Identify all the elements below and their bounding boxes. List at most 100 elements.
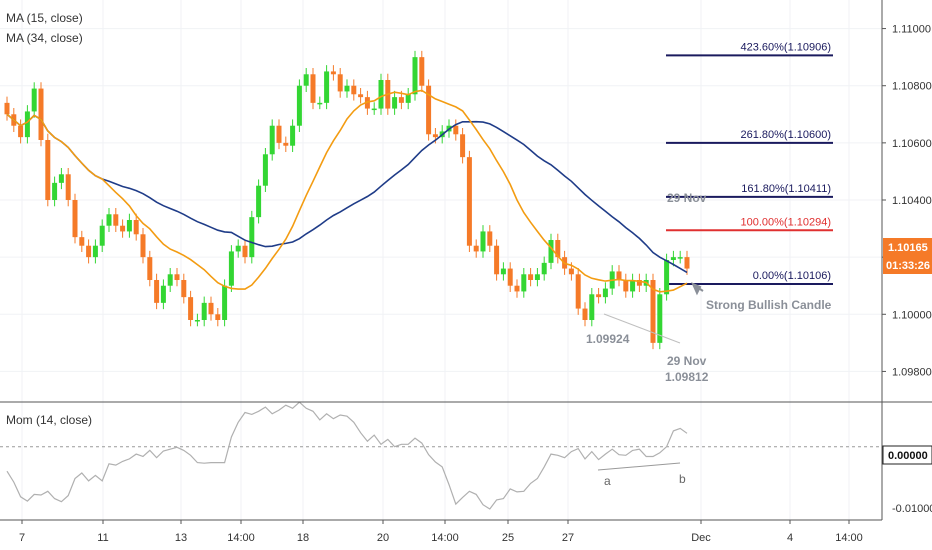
candle-body — [188, 297, 194, 320]
ma34-line — [6, 113, 688, 274]
fib-level-label: 0.00%(1.10106) — [753, 270, 831, 282]
timer-tag — [883, 256, 932, 274]
candle — [358, 88, 364, 104]
candle — [79, 230, 85, 252]
candle — [215, 308, 221, 327]
candle — [351, 79, 357, 101]
candle — [52, 176, 58, 207]
candle — [106, 208, 112, 232]
candle-body — [473, 245, 479, 252]
candle — [528, 268, 534, 287]
candle-body — [113, 214, 119, 226]
candle — [194, 313, 200, 327]
candle-body — [120, 225, 126, 232]
candle — [555, 233, 561, 264]
candle-body — [358, 94, 364, 98]
candle-body — [296, 85, 302, 126]
candle-body — [242, 245, 248, 258]
candle — [222, 279, 228, 327]
candle-body — [222, 285, 228, 320]
candle-body — [228, 251, 234, 286]
candle — [636, 273, 642, 292]
timer-tag-value: 01:33:26 — [886, 260, 930, 272]
candle — [534, 268, 540, 287]
candle-body — [405, 94, 411, 103]
candle-body — [249, 217, 255, 258]
y-tick-label: 1.10600 — [892, 138, 932, 150]
mom-tag — [882, 445, 932, 465]
candle-body — [378, 80, 384, 109]
moving-averages — [6, 89, 688, 293]
candle-body — [398, 97, 404, 103]
y-tick-label: 1.10000 — [892, 309, 932, 321]
candle — [500, 262, 506, 281]
candle-body — [575, 274, 581, 309]
annotation-low1-value: 1.09924 — [586, 332, 630, 346]
momentum-divergence-line — [597, 462, 681, 471]
candle — [575, 268, 581, 315]
candle-body — [45, 140, 51, 200]
legend-ma34[interactable]: MA (34, close) — [6, 31, 83, 45]
fib-level-label: 423.60%(1.10906) — [740, 41, 831, 53]
legend-mom[interactable]: Mom (14, close) — [6, 413, 92, 427]
candle-body — [582, 308, 588, 320]
annotation-low2-date: 29 Nov — [667, 354, 707, 368]
candle-body — [99, 225, 105, 246]
candle — [453, 119, 459, 141]
candle-body — [106, 214, 112, 226]
candle-body — [276, 125, 282, 143]
candle — [602, 282, 608, 304]
candle — [514, 279, 520, 298]
candle-body — [290, 125, 296, 146]
candle — [616, 265, 622, 287]
legend-ma15[interactable]: MA (15, close) — [6, 11, 83, 25]
candle — [330, 65, 336, 81]
candle — [596, 288, 602, 304]
candle — [249, 210, 255, 264]
candle — [296, 79, 302, 132]
candle-body — [147, 257, 153, 280]
candle — [582, 302, 588, 327]
candle-body — [351, 85, 357, 95]
price-tag-value: 1.10165 — [888, 242, 928, 254]
candle-body — [602, 288, 608, 298]
candle-body — [126, 220, 132, 232]
candle — [487, 225, 493, 252]
annotation-mom-b: b — [679, 472, 686, 486]
candle-body — [460, 134, 466, 158]
x-tick-label: 14:00 — [431, 532, 459, 544]
candle — [86, 239, 92, 264]
candle-body — [589, 294, 595, 320]
candle-body — [283, 142, 289, 146]
candle-body — [568, 268, 574, 275]
candle-body — [596, 294, 602, 298]
candle-body — [235, 245, 241, 252]
candle-body — [154, 280, 160, 303]
candle-body — [364, 97, 370, 109]
candle-body — [133, 220, 139, 235]
candle-body — [92, 245, 98, 258]
candle-body — [215, 314, 221, 320]
annotation-mom-a: a — [604, 474, 611, 488]
x-tick-label: 27 — [562, 532, 574, 544]
candle — [38, 82, 44, 147]
chart-grid — [0, 0, 882, 520]
x-tick-label: 14:00 — [835, 532, 863, 544]
momentum-line — [6, 401, 688, 510]
candle — [283, 136, 289, 152]
candle-body — [521, 274, 527, 292]
candle — [269, 119, 275, 161]
candlestick-series[interactable] — [4, 50, 690, 350]
candle — [92, 239, 98, 264]
x-tick-label: Dec — [691, 532, 711, 544]
candle-body — [534, 274, 540, 280]
candle — [344, 79, 350, 98]
candle-body — [657, 294, 663, 343]
candle-body — [371, 108, 377, 111]
candle-body — [330, 71, 336, 75]
candle — [228, 245, 234, 292]
candle-body — [419, 57, 425, 86]
candle-body — [616, 271, 622, 280]
candle — [460, 128, 466, 164]
